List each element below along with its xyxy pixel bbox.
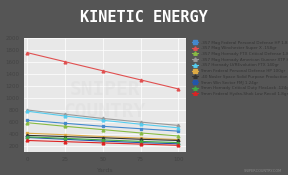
.357 Mag Winchester Super X .158gr (177, 88, 180, 90)
.357 Mag Hornady FTX Critical Defense 1.8gr (101, 129, 105, 131)
Text: KINETIC ENERGY: KINETIC ENERGY (80, 10, 208, 25)
.357 Mag Hornady American Gunner XTP HP 1.58gr (177, 124, 180, 127)
.357 Mag Winchester Super X .158gr (139, 79, 142, 81)
.357 Mag Federal Personal Defense HP 1.8gr (63, 122, 67, 124)
Line: 9mm Federal Personal Defense HP 100gr: 9mm Federal Personal Defense HP 100gr (26, 132, 180, 141)
.357 Mag Federal Personal Defense HP 1.8gr (139, 128, 142, 130)
Line: .357 Mag Hornady American Gunner XTP HP 1.58gr: .357 Mag Hornady American Gunner XTP HP … (26, 109, 180, 127)
.40 Nosler Space Solid Purpose Production 1.8gr (139, 138, 142, 140)
.357 Hornady LVREvolution FTX 140gr (139, 123, 142, 125)
9mm Federal Hydra-Shok Low Recoil 1.8gr (177, 144, 180, 146)
.357 Mag Hornady American Gunner XTP HP 1.58gr (139, 121, 142, 123)
.40 Nosler Space Solid Purpose Production 1.8gr (177, 139, 180, 142)
.40 Nosler Space Solid Purpose Production 1.8gr (26, 134, 29, 136)
.357 Mag Winchester Super X .158gr (101, 70, 105, 72)
9mm Federal Hydra-Shok Low Recoil 1.8gr (63, 141, 67, 143)
X-axis label: Yards: Yards (97, 168, 113, 173)
Legend: .357 Mag Federal Personal Defense HP 1.8gr, .357 Mag Winchester Super X .158gr, : .357 Mag Federal Personal Defense HP 1.8… (191, 40, 288, 97)
Line: .40 Nosler Space Solid Purpose Production 1.8gr: .40 Nosler Space Solid Purpose Productio… (26, 134, 180, 142)
.357 Mag Hornady FTX Critical Defense 1.8gr (26, 122, 29, 124)
.357 Hornady LVREvolution FTX 140gr (63, 115, 67, 117)
Line: .357 Hornady LVREvolution FTX 140gr: .357 Hornady LVREvolution FTX 140gr (26, 110, 180, 129)
9mm Federal Personal Defense HP 100gr (139, 137, 142, 139)
.40 Nosler Space Solid Purpose Production 1.8gr (101, 137, 105, 139)
.357 Mag Hornady FTX Critical Defense 1.8gr (63, 125, 67, 127)
9mm Win Sector FMJ 1.24gr (139, 142, 142, 144)
9mm Hornady Critical Duty FlexLock .124gr (177, 142, 180, 144)
.357 Mag Federal Personal Defense HP 1.8gr (177, 130, 180, 132)
9mm Win Sector FMJ 1.24gr (101, 140, 105, 142)
9mm Win Sector FMJ 1.24gr (63, 138, 67, 140)
.357 Mag Hornady American Gunner XTP HP 1.58gr (26, 109, 29, 111)
.357 Mag Hornady FTX Critical Defense 1.8gr (177, 135, 180, 137)
.357 Hornady LVREvolution FTX 140gr (26, 110, 29, 112)
.357 Mag Winchester Super X .158gr (26, 52, 29, 54)
9mm Win Sector FMJ 1.24gr (26, 136, 29, 139)
.357 Hornady LVREvolution FTX 140gr (101, 119, 105, 121)
.357 Mag Hornady American Gunner XTP HP 1.58gr (101, 117, 105, 120)
.357 Mag Winchester Super X .158gr (63, 61, 67, 63)
9mm Win Sector FMJ 1.24gr (177, 143, 180, 145)
9mm Federal Hydra-Shok Low Recoil 1.8gr (101, 142, 105, 144)
9mm Hornady Critical Duty FlexLock .124gr (26, 136, 29, 138)
9mm Hornady Critical Duty FlexLock .124gr (101, 139, 105, 141)
9mm Federal Hydra-Shok Low Recoil 1.8gr (26, 139, 29, 142)
9mm Federal Hydra-Shok Low Recoil 1.8gr (139, 143, 142, 145)
Text: SNIPERCOUNTRY.COM: SNIPERCOUNTRY.COM (244, 169, 282, 173)
9mm Federal Personal Defense HP 100gr (101, 135, 105, 138)
9mm Hornady Critical Duty FlexLock .124gr (63, 137, 67, 139)
.357 Hornady LVREvolution FTX 140gr (177, 127, 180, 129)
Line: .357 Mag Hornady FTX Critical Defense 1.8gr: .357 Mag Hornady FTX Critical Defense 1.… (26, 121, 180, 137)
Text: SNIPER
COUNTRY: SNIPER COUNTRY (64, 80, 146, 121)
.357 Mag Federal Personal Defense HP 1.8gr (101, 125, 105, 127)
.40 Nosler Space Solid Purpose Production 1.8gr (63, 135, 67, 138)
Line: .357 Mag Federal Personal Defense HP 1.8gr: .357 Mag Federal Personal Defense HP 1.8… (26, 119, 180, 132)
Line: 9mm Federal Hydra-Shok Low Recoil 1.8gr: 9mm Federal Hydra-Shok Low Recoil 1.8gr (26, 139, 180, 147)
.357 Mag Federal Personal Defense HP 1.8gr (26, 119, 29, 121)
9mm Hornady Critical Duty FlexLock .124gr (139, 140, 142, 142)
Line: 9mm Win Sector FMJ 1.24gr: 9mm Win Sector FMJ 1.24gr (26, 136, 180, 145)
9mm Federal Personal Defense HP 100gr (26, 132, 29, 134)
9mm Federal Personal Defense HP 100gr (177, 139, 180, 141)
.357 Mag Hornady FTX Critical Defense 1.8gr (139, 132, 142, 134)
.357 Mag Hornady American Gunner XTP HP 1.58gr (63, 113, 67, 115)
Line: .357 Mag Winchester Super X .158gr: .357 Mag Winchester Super X .158gr (26, 51, 180, 90)
9mm Federal Personal Defense HP 100gr (63, 134, 67, 136)
Line: 9mm Hornady Critical Duty FlexLock .124gr: 9mm Hornady Critical Duty FlexLock .124g… (26, 135, 180, 144)
